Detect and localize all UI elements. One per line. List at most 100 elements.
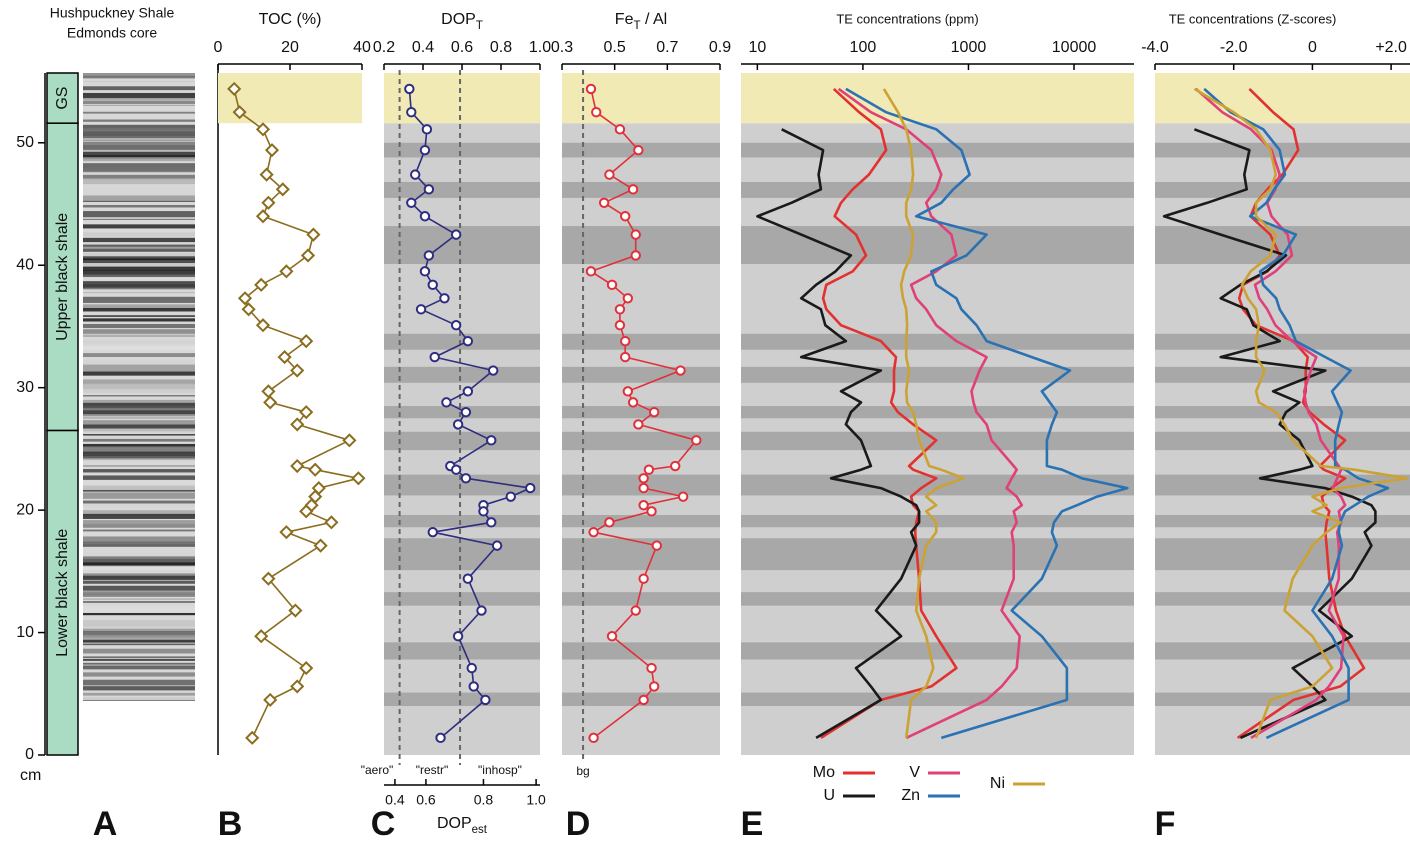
- core-title: Hushpuckney Shale: [50, 5, 175, 21]
- x-tick-label: 0.3: [551, 39, 573, 56]
- core-stripe: [83, 410, 195, 414]
- core-stripe: [83, 530, 195, 532]
- core-stripe: [83, 446, 195, 452]
- core-stripe: [83, 297, 195, 303]
- core-stripe: [83, 81, 195, 83]
- x-tick-label: 0: [1308, 39, 1317, 56]
- marker: [281, 266, 292, 277]
- marker: [692, 436, 700, 444]
- core-stripe: [83, 308, 195, 312]
- marker: [526, 484, 534, 492]
- core-stripe: [83, 613, 195, 615]
- marker: [292, 419, 303, 430]
- x2-axis-label-part: est: [472, 824, 488, 836]
- marker: [265, 397, 276, 408]
- legend-label: Zn: [901, 787, 920, 804]
- marker: [411, 170, 419, 178]
- marker: [592, 108, 600, 116]
- dark-bed: [384, 334, 540, 350]
- x-tick-label: 0.9: [709, 39, 731, 56]
- dark-bed: [1155, 592, 1410, 605]
- core-stripe: [83, 334, 195, 336]
- dark-bed: [741, 432, 1134, 450]
- x-tick-label: 40: [353, 39, 371, 56]
- x-tick-label: -4.0: [1141, 39, 1169, 56]
- zone-label: "restr": [416, 763, 449, 777]
- marker: [421, 267, 429, 275]
- unit-label: Lower black shale: [54, 529, 71, 657]
- marker: [481, 696, 489, 704]
- marker: [605, 518, 613, 526]
- marker: [650, 408, 658, 416]
- gs-zone: [741, 73, 1134, 123]
- marker: [462, 474, 470, 482]
- marker: [257, 211, 268, 222]
- marker: [608, 281, 616, 289]
- marker: [468, 664, 476, 672]
- core-stripe: [83, 340, 195, 344]
- core-stripe: [83, 586, 195, 591]
- dark-bed: [562, 515, 720, 527]
- x-tick-label: 0.5: [604, 39, 626, 56]
- panel-title: FeT / Al: [615, 11, 667, 32]
- x-tick-label: 10000: [1052, 39, 1097, 56]
- dark-bed: [741, 334, 1134, 350]
- core-photo: [83, 73, 195, 701]
- core-stripe: [83, 469, 195, 472]
- marker: [266, 144, 277, 155]
- unit-label: GS: [54, 87, 71, 110]
- y-tick-label: 20: [16, 501, 34, 518]
- core-stripe: [83, 486, 195, 494]
- dark-bed: [741, 642, 1134, 659]
- dark-bed: [384, 367, 540, 383]
- core-stripe: [83, 181, 195, 184]
- marker: [281, 526, 292, 537]
- marker: [605, 170, 613, 178]
- marker: [308, 229, 319, 240]
- marker: [479, 507, 487, 515]
- marker: [647, 664, 655, 672]
- x-tick-label: 0.6: [451, 39, 473, 56]
- dark-bed: [1155, 642, 1410, 659]
- marker: [263, 386, 274, 397]
- dark-bed: [562, 406, 720, 418]
- x-tick-label: 0: [214, 39, 223, 56]
- core-stripe: [83, 649, 195, 654]
- panel-letter: E: [741, 805, 764, 842]
- core-stripe: [83, 395, 195, 396]
- core-stripe: [83, 168, 195, 172]
- x-tick-label: 1.0: [529, 39, 551, 56]
- dark-bed: [562, 182, 720, 198]
- dark-bed: [1155, 475, 1410, 496]
- y-tick-label: 30: [16, 379, 34, 396]
- core-stripe: [83, 247, 195, 249]
- panel-title-part: DOP: [441, 11, 476, 28]
- marker: [344, 435, 355, 446]
- core-stripe: [83, 665, 195, 669]
- core-stripe: [83, 292, 195, 293]
- dark-bed: [384, 693, 540, 706]
- core-stripe: [83, 656, 195, 658]
- series-line: [234, 89, 358, 738]
- x2-tick-label: 0.8: [474, 792, 494, 808]
- marker: [634, 146, 642, 154]
- marker: [671, 462, 679, 470]
- core-stripe: [83, 524, 195, 527]
- core-stripe: [83, 98, 195, 101]
- marker: [616, 305, 624, 313]
- marker: [600, 199, 608, 207]
- marker: [639, 574, 647, 582]
- core-stripe: [83, 288, 195, 290]
- marker: [487, 518, 495, 526]
- panel-letter: B: [218, 805, 243, 842]
- marker: [616, 125, 624, 133]
- marker: [405, 85, 413, 93]
- core-stripe: [83, 324, 195, 328]
- dark-bed: [741, 538, 1134, 570]
- marker: [653, 541, 661, 549]
- core-stripe: [83, 644, 195, 645]
- marker: [417, 305, 425, 313]
- dark-bed: [1155, 538, 1410, 570]
- core-stripe: [83, 353, 195, 357]
- dark-bed: [1155, 143, 1410, 158]
